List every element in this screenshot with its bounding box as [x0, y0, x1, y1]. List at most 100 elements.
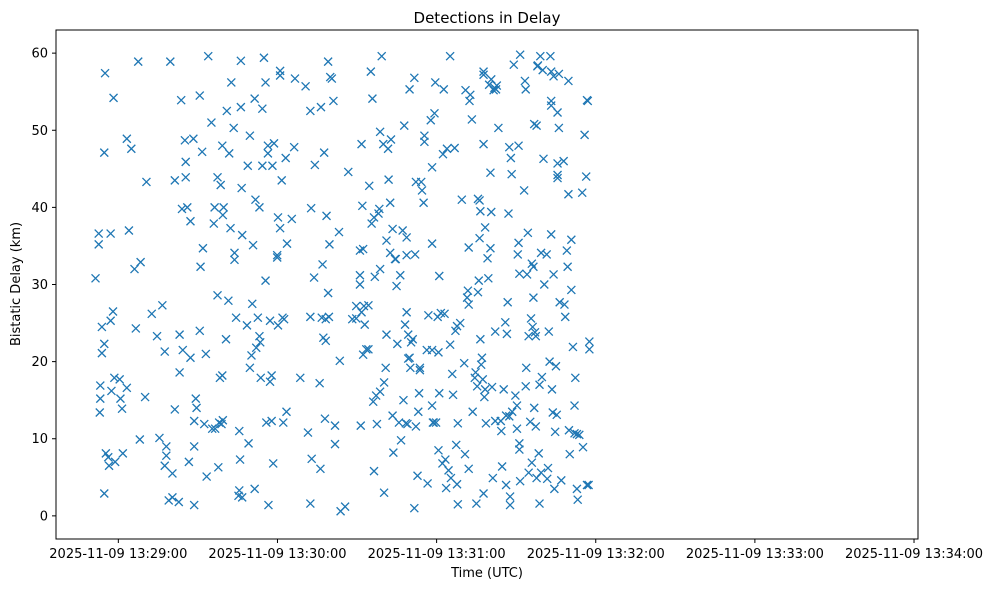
data-point [382, 330, 391, 340]
data-point [167, 468, 177, 478]
data-point [402, 419, 412, 429]
data-point [556, 475, 566, 485]
data-point [355, 280, 365, 289]
data-point [467, 115, 477, 124]
data-point [526, 313, 536, 323]
data-point [555, 297, 565, 307]
data-point [369, 466, 379, 476]
data-point [250, 484, 260, 494]
data-point [515, 476, 525, 486]
data-point [328, 96, 338, 106]
data-point [480, 222, 490, 232]
data-point [103, 452, 113, 462]
data-point [282, 239, 292, 249]
data-point [546, 67, 556, 77]
data-point [478, 374, 488, 384]
data-point [140, 392, 150, 402]
data-point [479, 67, 489, 77]
data-point [268, 458, 278, 468]
data-point [210, 424, 220, 434]
data-point [549, 270, 559, 279]
data-point [434, 445, 443, 455]
data-point [188, 134, 198, 144]
data-point [334, 227, 344, 237]
data-point [521, 363, 531, 373]
data-point [553, 173, 563, 183]
data-point [452, 479, 462, 489]
data-point [191, 394, 201, 404]
data-point [210, 202, 220, 212]
data-point [186, 353, 195, 363]
data-point [415, 363, 425, 373]
data-point [413, 407, 423, 417]
data-point [95, 394, 105, 404]
data-point [496, 426, 506, 436]
data-point [410, 249, 420, 259]
data-point [109, 93, 119, 103]
data-point [559, 156, 569, 166]
data-point [534, 448, 544, 458]
data-point [392, 339, 402, 349]
data-point [259, 53, 269, 63]
data-point [375, 387, 385, 397]
data-point [388, 448, 398, 458]
data-point [546, 229, 556, 239]
data-point [507, 169, 517, 179]
data-point [154, 433, 164, 443]
data-point [180, 135, 190, 145]
data-point [201, 349, 211, 359]
data-point [379, 488, 389, 498]
data-point [457, 195, 467, 205]
data-point [524, 468, 534, 478]
data-point [427, 401, 437, 411]
data-point [560, 312, 570, 322]
data-point [563, 262, 573, 272]
data-point [423, 310, 433, 320]
data-point [213, 462, 223, 472]
data-point [272, 250, 282, 260]
data-point [554, 69, 564, 79]
data-point [221, 334, 231, 344]
data-point [213, 290, 222, 300]
data-point [445, 51, 455, 61]
data-point [106, 229, 116, 239]
data-point [108, 307, 118, 316]
data-point [522, 270, 532, 279]
data-point [368, 397, 378, 407]
data-point [400, 320, 410, 330]
data-point [357, 307, 367, 317]
data-point [209, 219, 219, 229]
x-tick-label: 2025-11-09 13:33:00 [686, 547, 824, 562]
data-point [465, 90, 475, 100]
data-point [324, 239, 334, 249]
data-point [161, 441, 171, 451]
data-point [237, 492, 247, 502]
data-point [562, 246, 572, 256]
data-point [356, 421, 366, 431]
data-point [305, 499, 315, 508]
data-point [479, 392, 489, 402]
data-point [553, 158, 563, 168]
data-point [263, 148, 273, 158]
data-point [178, 345, 188, 355]
data-point [372, 419, 382, 429]
data-point [141, 177, 151, 187]
data-point [282, 407, 291, 417]
data-point [539, 280, 549, 289]
data-point [545, 51, 555, 61]
data-point [275, 71, 285, 80]
data-point [402, 232, 412, 242]
data-point [124, 226, 134, 235]
data-point [133, 57, 143, 67]
data-point [290, 74, 300, 84]
data-point [481, 418, 491, 428]
data-point [177, 204, 187, 214]
x-tick-label: 2025-11-09 13:29:00 [49, 547, 187, 562]
data-point [537, 372, 547, 382]
data-point [195, 326, 205, 336]
data-point [486, 207, 496, 217]
data-point [386, 135, 396, 144]
data-point [445, 340, 455, 350]
data-point [340, 502, 350, 512]
data-point [398, 226, 408, 235]
